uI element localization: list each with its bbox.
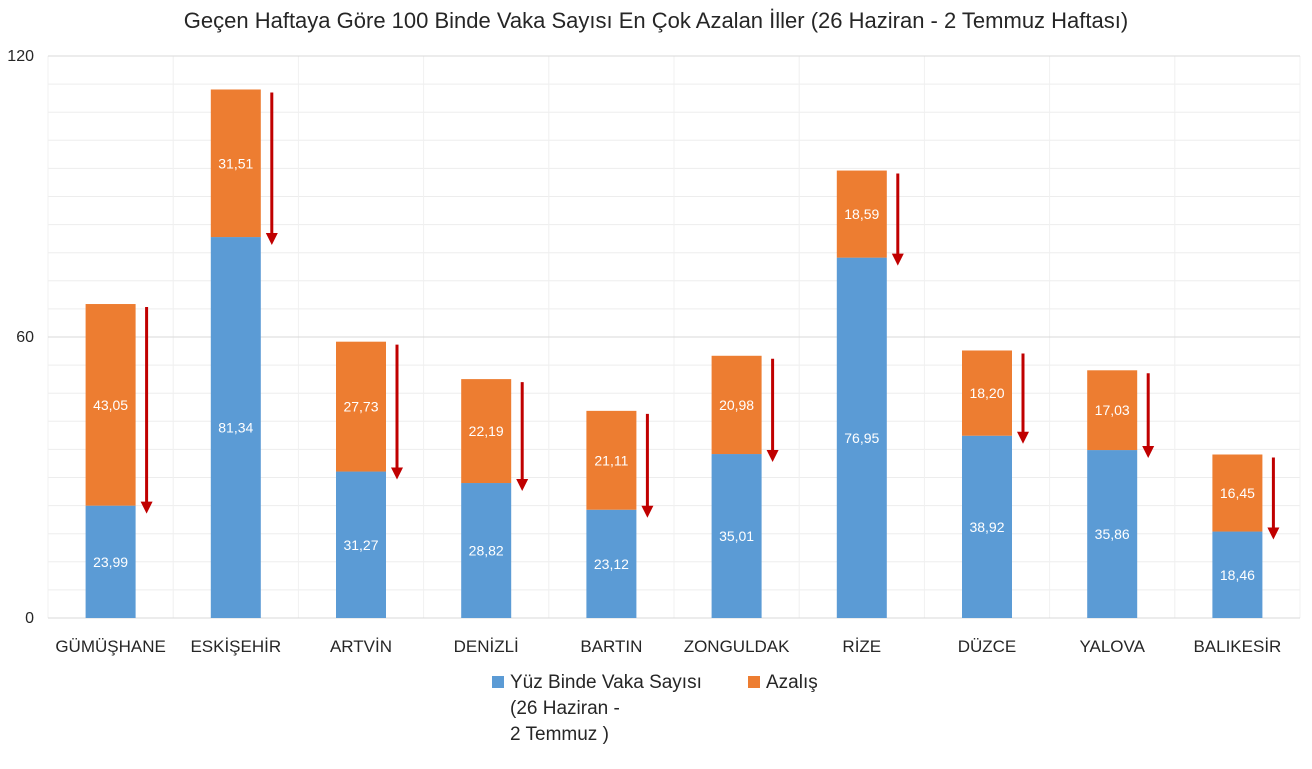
decrease-arrow-head bbox=[641, 505, 654, 518]
legend-label-cases: 2 Temmuz ) bbox=[510, 724, 609, 745]
bar-segment-decrease bbox=[336, 341, 386, 472]
bar-segment-cases bbox=[836, 257, 887, 618]
data-label-cases: 18,46 bbox=[1220, 567, 1255, 583]
bar-segment-decrease bbox=[210, 89, 261, 238]
bars bbox=[85, 89, 1263, 618]
data-label-cases: 28,82 bbox=[469, 543, 504, 559]
data-label-cases: 31,27 bbox=[343, 537, 378, 553]
data-label-decrease: 27,73 bbox=[343, 399, 378, 415]
data-label-decrease: 22,19 bbox=[469, 423, 504, 439]
decrease-arrow-head bbox=[1017, 431, 1029, 444]
chart-title: Geçen Haftaya Göre 100 Binde Vaka Sayısı… bbox=[184, 8, 1128, 33]
decrease-arrow-head bbox=[140, 501, 153, 514]
bar-segment-decrease bbox=[836, 170, 887, 258]
bar-segment-decrease bbox=[586, 410, 637, 510]
data-label-cases: 81,34 bbox=[218, 420, 253, 436]
y-tick-label: 120 bbox=[7, 48, 34, 65]
x-category-label: DÜZCE bbox=[958, 637, 1017, 656]
legend-label-cases: (26 Haziran - bbox=[510, 698, 620, 719]
x-category-label: GÜMÜŞHANE bbox=[55, 637, 166, 656]
decrease-arrow-head bbox=[265, 233, 278, 246]
data-label-cases: 35,86 bbox=[1095, 526, 1130, 542]
x-category-label: ZONGULDAK bbox=[684, 637, 790, 656]
data-label-decrease: 31,51 bbox=[218, 155, 253, 171]
x-axis: GÜMÜŞHANE ESKİŞEHİR ARTVİN DENİZLİ BARTIN ZON… bbox=[55, 637, 1281, 656]
y-axis: 0 60 120 bbox=[7, 48, 34, 627]
x-category-label: DENİZLİ bbox=[454, 637, 519, 656]
x-category-label: RİZE bbox=[842, 637, 881, 656]
decrease-arrow-head bbox=[516, 479, 529, 492]
bar-segment-cases bbox=[1087, 450, 1138, 618]
bar-segment-decrease bbox=[85, 304, 136, 506]
decrease-arrows bbox=[140, 92, 1280, 540]
data-label-decrease: 16,45 bbox=[1220, 485, 1255, 501]
bar-segment-cases bbox=[711, 454, 762, 618]
y-tick-label: 60 bbox=[16, 329, 34, 346]
legend-label-cases: Yüz Binde Vaka Sayısı bbox=[510, 672, 702, 693]
decrease-arrow-head bbox=[766, 450, 779, 463]
y-tick-label: 0 bbox=[25, 610, 34, 627]
data-label-cases: 23,12 bbox=[594, 556, 629, 572]
data-label-decrease: 18,59 bbox=[844, 206, 879, 222]
legend-swatch-decrease bbox=[748, 676, 760, 688]
bar-segment-cases bbox=[461, 483, 512, 618]
legend: Yüz Binde Vaka Sayısı (26 Haziran - 2 Temm… bbox=[492, 672, 818, 745]
data-label-cases: 76,95 bbox=[844, 430, 879, 446]
x-category-label: BALIKESİR bbox=[1193, 637, 1281, 656]
bar-segment-decrease bbox=[1212, 454, 1263, 532]
data-label-decrease: 20,98 bbox=[719, 397, 754, 413]
bar-segment-decrease bbox=[1087, 370, 1138, 451]
data-label-decrease: 17,03 bbox=[1095, 402, 1130, 418]
bar-segment-cases bbox=[85, 505, 136, 618]
bar-segment-cases bbox=[1212, 531, 1263, 618]
decrease-arrow-head bbox=[891, 253, 904, 266]
decrease-arrow-head bbox=[391, 467, 403, 480]
decrease-arrow-head bbox=[1142, 446, 1155, 459]
bar-segment-cases bbox=[586, 509, 637, 618]
bar-segment-decrease bbox=[711, 355, 762, 455]
bar-segment-decrease bbox=[461, 379, 512, 484]
x-category-label: ESKİŞEHİR bbox=[190, 637, 281, 656]
x-category-label: ARTVİN bbox=[330, 637, 392, 656]
legend-label-decrease: Azalış bbox=[766, 672, 818, 693]
data-label-decrease: 18,20 bbox=[969, 385, 1004, 401]
x-category-label: YALOVA bbox=[1079, 637, 1145, 656]
x-category-label: BARTIN bbox=[580, 637, 642, 656]
bar-segment-cases bbox=[336, 471, 386, 618]
data-label-cases: 38,92 bbox=[969, 519, 1004, 535]
bar-segment-cases bbox=[962, 435, 1012, 618]
data-label-cases: 23,99 bbox=[93, 554, 128, 570]
decrease-arrow-head bbox=[1267, 527, 1280, 540]
legend-swatch-cases bbox=[492, 676, 504, 688]
data-labels: 23,99 43,05 81,34 31,51 31,27 27,73 28,82 22,19… bbox=[93, 155, 1255, 583]
data-label-cases: 35,01 bbox=[719, 528, 754, 544]
data-label-decrease: 43,05 bbox=[93, 397, 128, 413]
bar-segment-decrease bbox=[962, 350, 1012, 436]
bar-segment-cases bbox=[210, 237, 261, 618]
data-label-decrease: 21,11 bbox=[594, 452, 628, 468]
